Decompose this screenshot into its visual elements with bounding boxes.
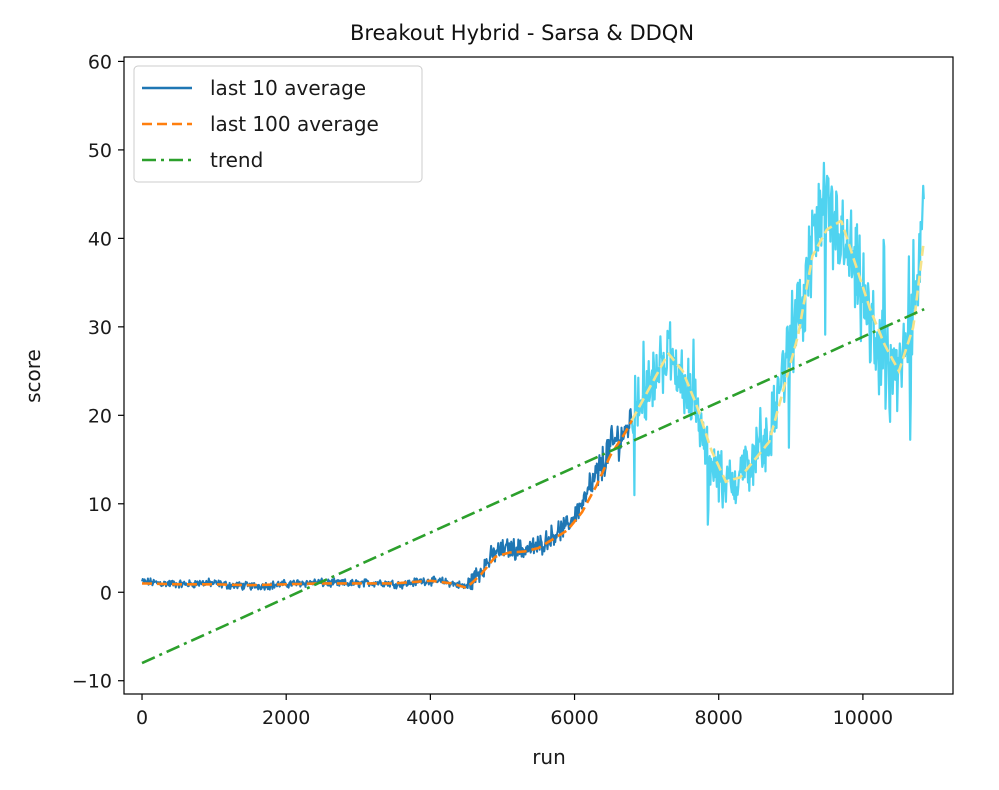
legend: last 10 average last 100 average trend [133, 65, 423, 183]
x-axis-label: run [532, 745, 566, 769]
x-tick-label: 10000 [833, 707, 893, 729]
y-tick-label: 0 [100, 582, 112, 604]
chart-title: Breakout Hybrid - Sarsa & DDQN [350, 21, 694, 45]
series-last-100-average-line [142, 419, 634, 590]
y-tick-label: 40 [88, 228, 112, 250]
x-tick-label: 6000 [550, 707, 598, 729]
plot-frame [123, 56, 954, 695]
legend-label: trend [210, 148, 263, 172]
series-last-10-average-line-late [630, 161, 925, 526]
legend-frame [133, 65, 423, 183]
x-tick-label: 4000 [406, 707, 454, 729]
series-trend-line [141, 307, 925, 665]
legend-label: last 10 average [210, 76, 366, 100]
y-tick-label: 60 [88, 51, 112, 73]
y-tick-label: 20 [88, 405, 112, 427]
y-tick-label: 30 [88, 317, 112, 339]
x-tick-label: 8000 [695, 707, 743, 729]
x-tick-label: 2000 [262, 707, 310, 729]
y-axis-label: score [21, 349, 45, 403]
series-last-100-average-line-late [630, 219, 926, 484]
y-tick-label: 50 [88, 140, 112, 162]
x-tick-label: 0 [136, 707, 148, 729]
y-tick-label: −10 [72, 671, 112, 693]
y-tick-label: 10 [88, 494, 112, 516]
series-layer [141, 161, 926, 665]
legend-label: last 100 average [210, 112, 379, 136]
y-axis: −10 0 10 20 30 40 50 60 [72, 51, 124, 693]
x-axis: 0 2000 4000 6000 8000 10000 [136, 694, 893, 729]
